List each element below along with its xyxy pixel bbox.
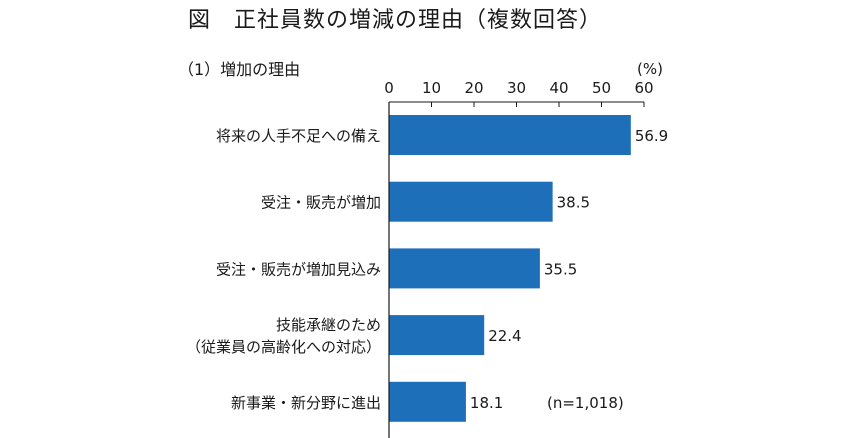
x-tick-label: 20 [464, 79, 483, 97]
bar [389, 315, 485, 356]
bar [389, 115, 631, 155]
category-label: 受注・販売が増加見込み [216, 260, 381, 278]
category-label: 新事業・新分野に進出 [231, 394, 381, 412]
category-label: 将来の人手不足への備え [216, 127, 381, 145]
x-tick-label: 30 [507, 79, 526, 97]
x-tick-label: 0 [384, 79, 394, 97]
sample-size-note: (n=1,018) [547, 394, 624, 412]
bar [389, 248, 540, 289]
category-label: 受注・販売が増加 [261, 194, 381, 212]
figure-title: 図 正社員数の増減の理由（複数回答） [188, 8, 603, 33]
value-label: 18.1 [470, 394, 503, 412]
chart-subtitle: （1）増加の理由 [178, 60, 301, 79]
bar [389, 381, 466, 422]
x-tick-label: 40 [549, 79, 568, 97]
category-label: （従業員の高齢化への対応） [186, 338, 381, 356]
value-label: 22.4 [488, 327, 521, 345]
value-label: 38.5 [557, 194, 590, 212]
value-label: 56.9 [635, 127, 668, 145]
unit-label: (%) [637, 60, 663, 78]
x-tick-label: 60 [634, 79, 653, 97]
value-label: 35.5 [544, 260, 577, 278]
x-tick-label: 50 [592, 79, 611, 97]
x-tick-label: 10 [422, 79, 441, 97]
category-label: 技能承継のため [276, 316, 381, 334]
bar [389, 181, 553, 222]
